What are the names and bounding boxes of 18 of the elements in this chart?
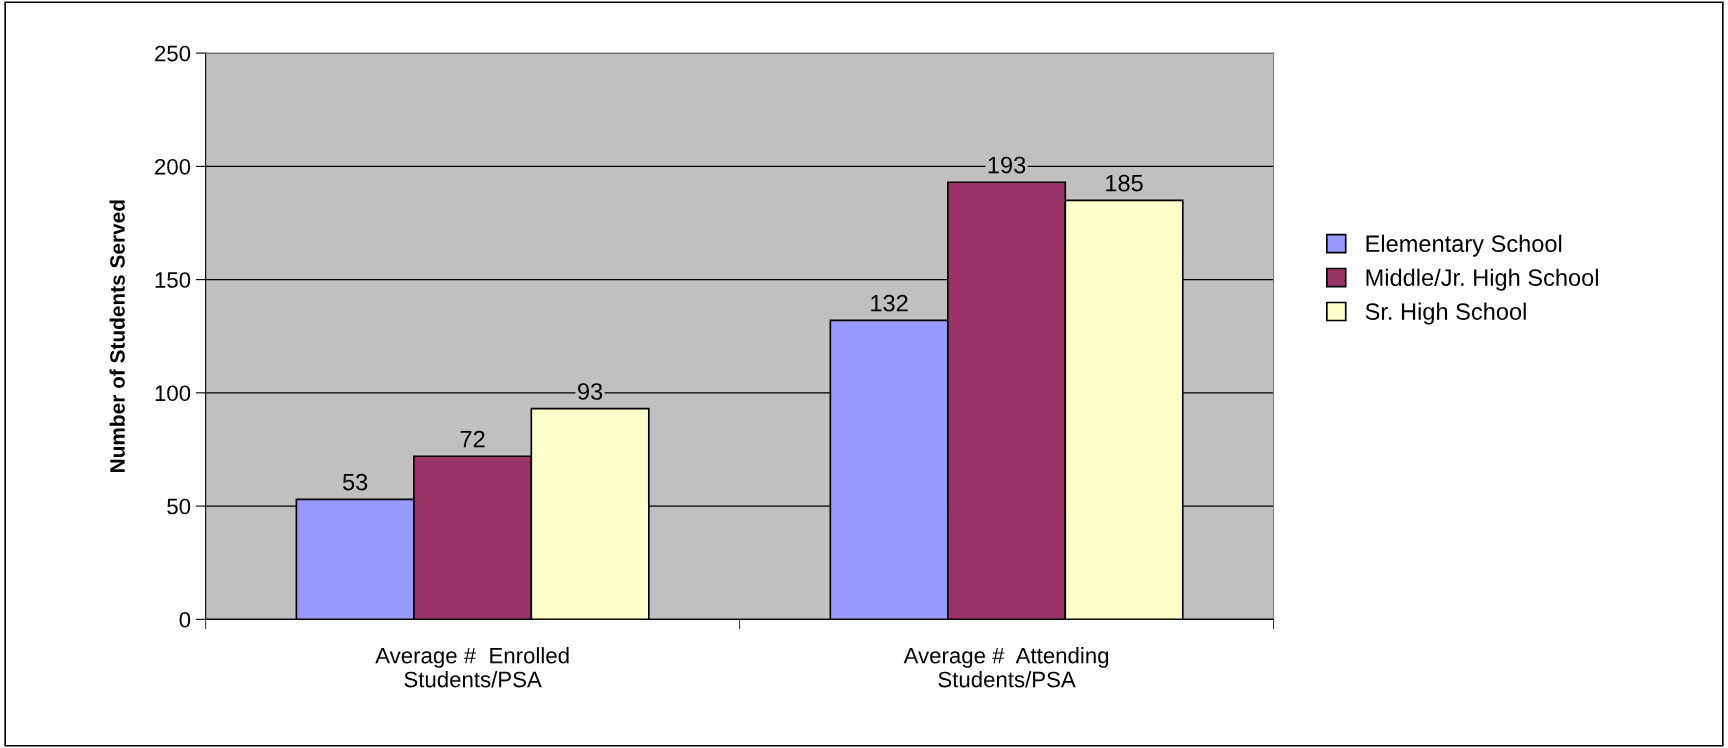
- y-tick-label: 50: [167, 498, 191, 515]
- x-tick-label: Average # Attending Students/PSA: [903, 647, 1109, 688]
- legend-label: Sr. High School: [1365, 302, 1526, 325]
- x-tick-label: Average # Enrolled Students/PSA: [375, 647, 569, 688]
- legend-label: Elementary School: [1366, 234, 1562, 257]
- data-label: 53: [342, 473, 368, 491]
- y-tick-label: 200: [155, 158, 191, 175]
- data-label: 72: [460, 430, 485, 448]
- y-tick-label: 0: [179, 611, 191, 628]
- data-label: 193: [988, 156, 1026, 174]
- y-tick-label: 150: [155, 272, 191, 288]
- data-label: 132: [871, 294, 908, 312]
- y-tick-label: 250: [155, 45, 191, 62]
- y-tick-label: 100: [155, 385, 191, 402]
- y-axis-title: Number of Students Served: [109, 200, 125, 472]
- legend-label: Middle/Jr. High School: [1366, 268, 1598, 291]
- data-label: 93: [578, 383, 603, 400]
- data-label: 185: [1106, 174, 1143, 192]
